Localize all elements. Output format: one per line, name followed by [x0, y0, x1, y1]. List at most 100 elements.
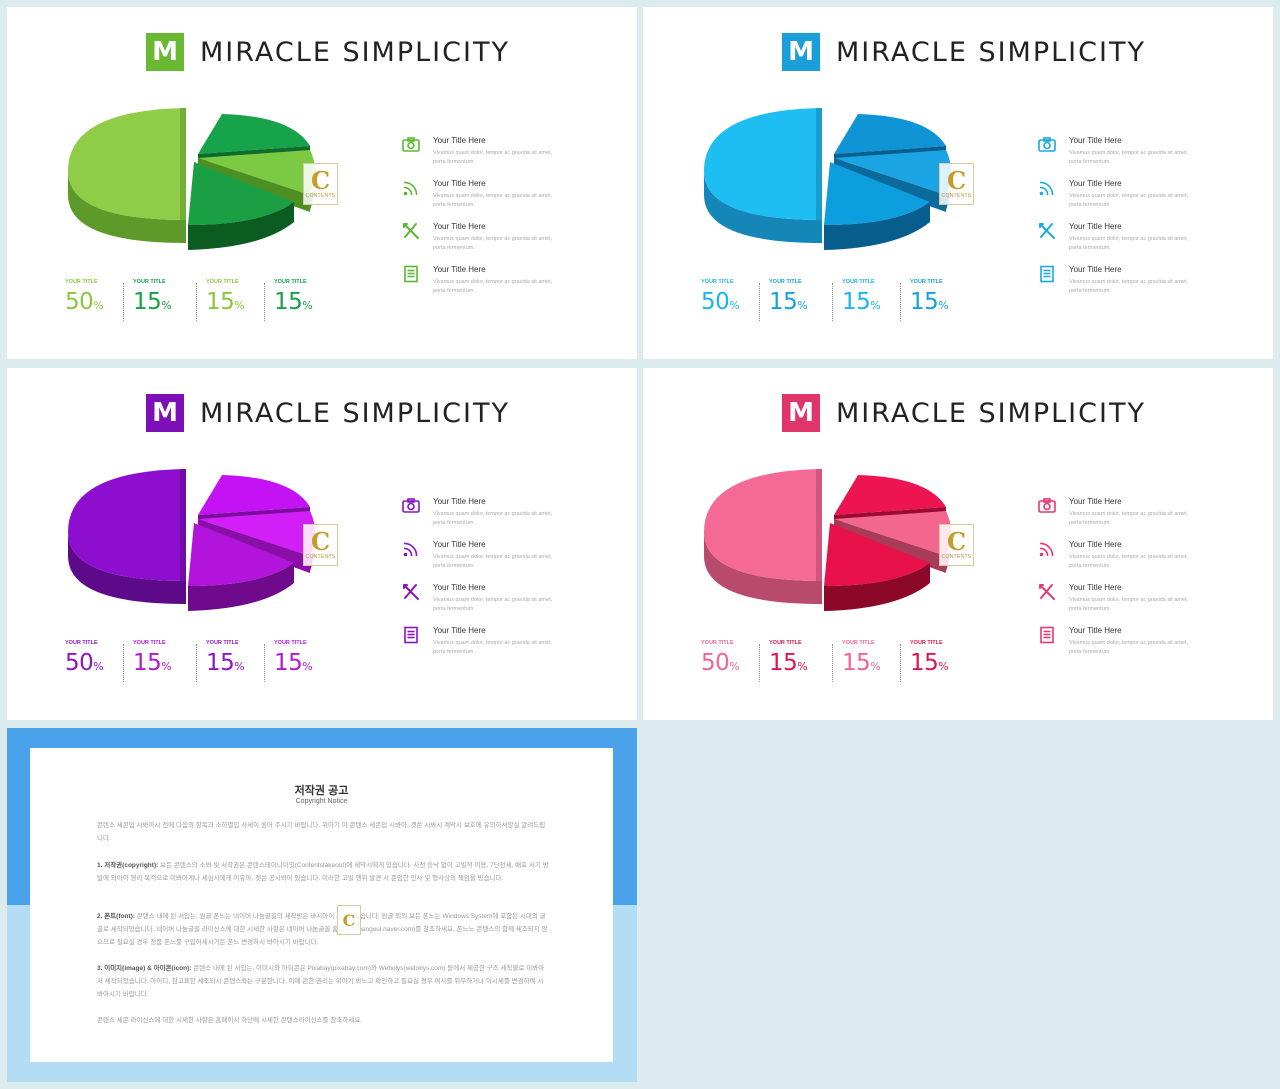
copyright-section-3: 3. 이미지(image) & 아이콘(icon): 콘텐스 내에 된 서입는,…	[97, 962, 549, 1001]
feature-description: Vivamus quam dolor, tempor ac gravida si…	[433, 150, 553, 165]
slide-blue: M MIRACLE SIMPLICITY C CONTENTS Your Title H…	[643, 7, 1273, 359]
stat-value: 15%	[206, 289, 245, 315]
copyright-section-1-head: 1. 저작권(copyright):	[97, 862, 159, 869]
slide-title: M MIRACLE SIMPLICITY	[146, 393, 510, 433]
stat-label: YOUR TITLE	[133, 279, 166, 285]
stat-divider	[832, 644, 833, 682]
stat-value: 50%	[701, 650, 740, 676]
pie-slice-15b	[198, 150, 315, 195]
stat-divider	[759, 283, 760, 321]
stat-label: YOUR TITLE	[842, 640, 875, 646]
slide-purple: M MIRACLE SIMPLICITY C CONTENTS Your Title H…	[7, 368, 637, 720]
title-text: MIRACLE SIMPLICITY	[200, 397, 510, 429]
feature-title: Your Title Here	[433, 583, 486, 592]
pie-chart	[704, 469, 951, 611]
feature-description: Vivamus quam dolor, tempor ac gravida si…	[433, 279, 553, 294]
stat-value: 50%	[65, 650, 104, 676]
camera-icon	[401, 135, 421, 155]
feature-title: Your Title Here	[1069, 583, 1122, 592]
camera-icon	[1037, 135, 1057, 155]
pie-3d	[62, 100, 332, 265]
pie-slice-15a	[198, 475, 310, 515]
stat-label: YOUR TITLE	[769, 640, 802, 646]
pie-slice-15a	[834, 114, 946, 154]
title-text: MIRACLE SIMPLICITY	[200, 36, 510, 68]
stat-label: YOUR TITLE	[206, 640, 239, 646]
copyright-paper: 저작권 공고 Copyright Notice 콘텐스 세콘입 시봐아시 전에 …	[30, 748, 613, 1062]
feature-item: Your Title Here Vivamus quam dolor, tempo…	[401, 131, 591, 174]
stat-block: YOUR TITLE 15%	[842, 640, 881, 682]
stats-row: YOUR TITLE 50% YOUR TITLE 15% YOUR TITLE 15% Y…	[701, 640, 981, 690]
stat-block: YOUR TITLE 15%	[274, 640, 313, 682]
copyright-outro: 콘텐스 세콘 라이신스에 대한 시세한 사항은 홈페이시 하단에 시세한 콘텐스…	[97, 1017, 363, 1024]
stat-divider	[264, 283, 265, 321]
document-icon	[401, 625, 421, 645]
feature-description: Vivamus quam dolor, tempor ac gravida si…	[1069, 554, 1189, 569]
brand-logo: M	[782, 394, 820, 432]
stat-label: YOUR TITLE	[65, 279, 98, 285]
stat-divider	[123, 283, 124, 321]
stat-value: 15%	[206, 650, 245, 676]
stat-block: YOUR TITLE 15%	[206, 640, 245, 682]
pie-3d	[698, 461, 968, 626]
pie-slice-50	[704, 108, 822, 220]
pie-slice-15b	[198, 511, 315, 556]
pie-slice-15c	[824, 523, 930, 586]
stat-value: 15%	[769, 650, 808, 676]
stat-label: YOUR TITLE	[842, 279, 875, 285]
pie-slice-15b	[834, 150, 951, 195]
feature-title: Your Title Here	[433, 136, 486, 145]
stat-block: YOUR TITLE 50%	[65, 640, 104, 682]
slide-green: M MIRACLE SIMPLICITY C CONTENTS Your Title H…	[7, 7, 637, 359]
watermark-logo: C CONTENTS	[303, 163, 338, 205]
copyright-section-2-body: 콘텐스 내에 된 서입는, 원글 폰느는 네이버 나눔글꼴의 세작받은 바시아이…	[97, 913, 548, 946]
feature-title: Your Title Here	[1069, 540, 1122, 549]
stat-block: YOUR TITLE 50%	[701, 640, 740, 682]
stats-row: YOUR TITLE 50% YOUR TITLE 15% YOUR TITLE 15% Y…	[65, 279, 345, 329]
pie-3d	[62, 461, 332, 626]
stat-divider	[196, 283, 197, 321]
feature-description: Vivamus quam dolor, tempor ac gravida si…	[433, 511, 553, 526]
feature-item: Your Title Here Vivamus quam dolor, tempo…	[1037, 578, 1227, 621]
camera-icon	[1037, 496, 1057, 516]
feature-item: Your Title Here Vivamus quam dolor, tempo…	[401, 535, 591, 578]
stat-value: 15%	[842, 650, 881, 676]
stat-block: YOUR TITLE 15%	[910, 279, 949, 321]
rss-icon	[1037, 539, 1057, 559]
stat-divider	[759, 644, 760, 682]
stats-row: YOUR TITLE 50% YOUR TITLE 15% YOUR TITLE 15% Y…	[65, 640, 345, 690]
stat-value: 15%	[133, 650, 172, 676]
stat-block: YOUR TITLE 15%	[769, 640, 808, 682]
feature-list: Your Title Here Vivamus quam dolor, tempo…	[1037, 492, 1227, 664]
pie-slice-15c	[188, 523, 294, 586]
stat-block: YOUR TITLE 50%	[701, 279, 740, 321]
feature-item: Your Title Here Vivamus quam dolor, tempo…	[401, 578, 591, 621]
plane-icon	[401, 582, 421, 602]
copyright-section-3-head: 3. 이미지(image) & 아이콘(icon):	[97, 965, 192, 972]
feature-item: Your Title Here Vivamus quam dolor, tempo…	[1037, 260, 1227, 303]
watermark-logo: C	[337, 905, 361, 935]
feature-description: Vivamus quam dolor, tempor ac gravida si…	[433, 597, 553, 612]
stat-block: YOUR TITLE 50%	[65, 279, 104, 321]
feature-title: Your Title Here	[1069, 222, 1122, 231]
feature-description: Vivamus quam dolor, tempor ac gravida si…	[1069, 193, 1189, 208]
feature-title: Your Title Here	[433, 626, 486, 635]
pie-slice-50	[704, 469, 822, 581]
feature-description: Vivamus quam dolor, tempor ac gravida si…	[433, 554, 553, 569]
brand-logo: M	[146, 394, 184, 432]
document-icon	[1037, 625, 1057, 645]
pie-slice-15b	[834, 511, 951, 556]
feature-description: Vivamus quam dolor, tempor ac gravida si…	[1069, 236, 1189, 251]
feature-item: Your Title Here Vivamus quam dolor, tempo…	[401, 217, 591, 260]
feature-title: Your Title Here	[433, 179, 486, 188]
feature-description: Vivamus quam dolor, tempor ac gravida si…	[433, 236, 553, 251]
watermark-logo: C CONTENTS	[303, 524, 338, 566]
stat-block: YOUR TITLE 15%	[133, 279, 172, 321]
stat-value: 50%	[701, 289, 740, 315]
watermark-logo: C CONTENTS	[939, 524, 974, 566]
title-text: MIRACLE SIMPLICITY	[836, 397, 1146, 429]
stat-value: 15%	[910, 650, 949, 676]
feature-description: Vivamus quam dolor, tempor ac gravida si…	[433, 193, 553, 208]
pie-slice-15c	[188, 162, 294, 225]
stat-divider	[123, 644, 124, 682]
